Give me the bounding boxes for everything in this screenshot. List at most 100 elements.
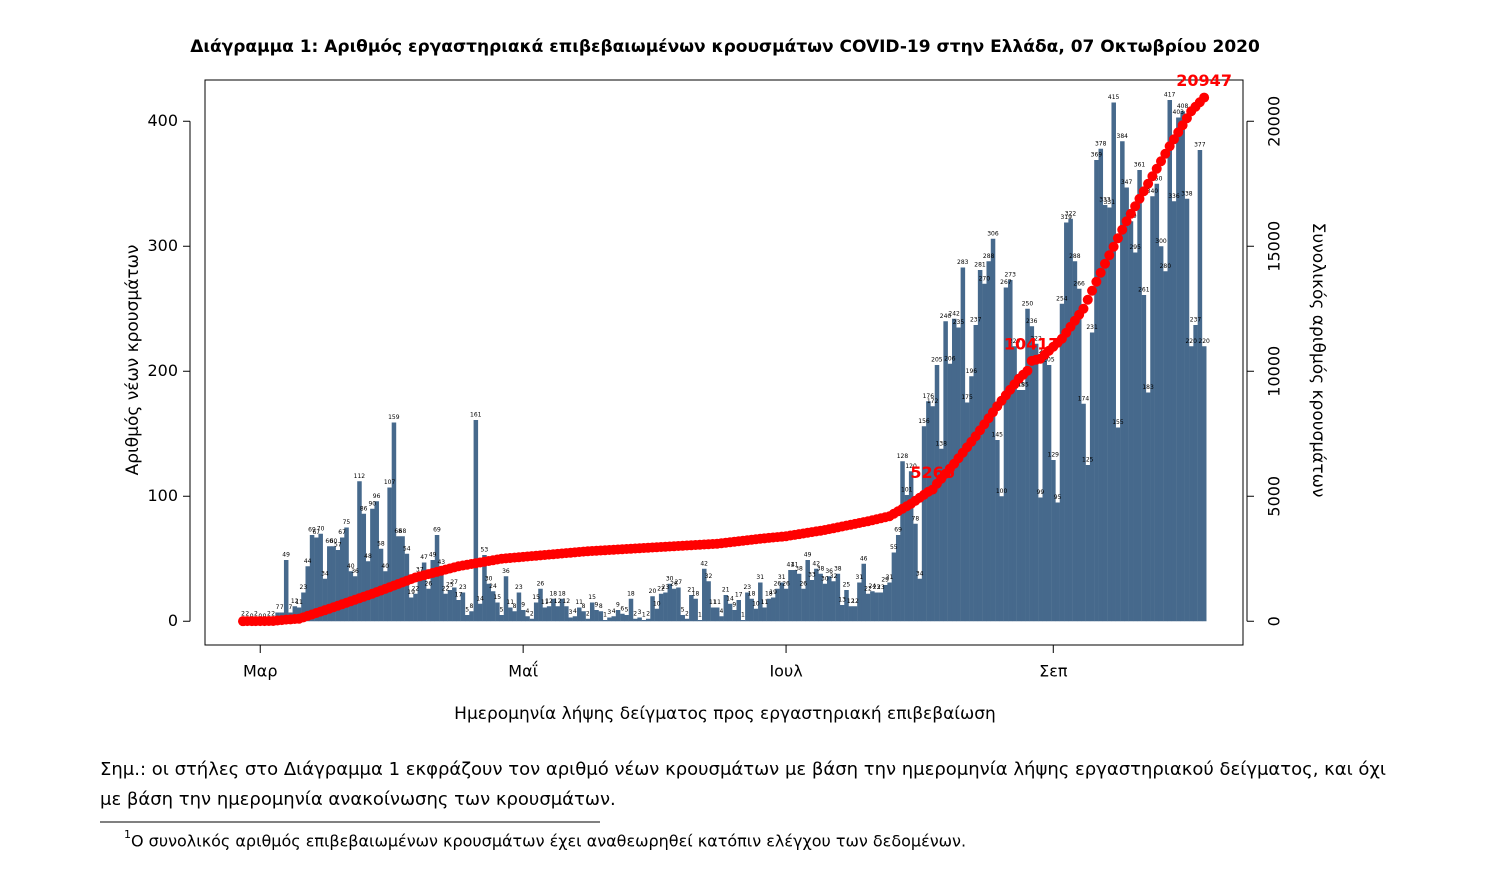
bar	[430, 560, 435, 622]
bar	[542, 607, 548, 622]
bar-value-label: 20	[649, 588, 657, 595]
bar-value-label: 2	[646, 610, 650, 617]
bar-value-label: 129	[1048, 452, 1060, 459]
bar	[529, 618, 535, 622]
bar	[921, 426, 927, 622]
bar-value-label: 24	[868, 583, 876, 590]
cumulative-point	[1022, 365, 1033, 376]
bar	[753, 608, 759, 622]
bar	[939, 448, 944, 622]
bar	[602, 620, 608, 622]
y-axis-title: Αριθμός νέων κρουσμάτων	[123, 245, 143, 476]
bar-value-label: 60	[330, 538, 338, 545]
cumulative-point	[1108, 241, 1119, 252]
bar-value-label: 347	[1121, 179, 1133, 186]
bar	[770, 597, 776, 622]
bar-value-label: 22	[864, 585, 872, 592]
bar-value-label: 37	[416, 567, 424, 574]
bar-value-label: 25	[843, 582, 851, 589]
bar-value-label: 288	[983, 253, 995, 260]
bar	[383, 571, 388, 622]
bar-value-label: 34	[321, 570, 329, 577]
bar	[1046, 365, 1052, 622]
bar	[624, 615, 629, 622]
bar-value-label: 38	[817, 565, 825, 572]
cumulative-point	[1143, 178, 1154, 189]
bar-value-label: 281	[974, 262, 986, 269]
bar-value-label: 9	[595, 602, 599, 609]
bar-value-label: 40	[347, 563, 355, 570]
cumulative-point	[1151, 163, 1162, 174]
bar-value-label: 378	[1095, 140, 1107, 147]
bar-value-label: 22	[442, 585, 450, 592]
bar	[995, 440, 1000, 622]
cumulative-point	[1104, 250, 1115, 261]
bar	[1133, 252, 1138, 622]
cumulative-point	[1095, 267, 1106, 278]
bar	[1033, 343, 1039, 622]
bar	[413, 593, 418, 622]
bar-value-label: 235	[953, 319, 965, 326]
bar	[865, 593, 871, 622]
bar-value-label: 2	[241, 610, 245, 617]
bar	[327, 546, 332, 622]
y-tick-label: 300	[147, 236, 178, 255]
bar	[740, 620, 746, 622]
cumulative-point	[1147, 171, 1158, 182]
bar-value-label: 254	[1056, 295, 1068, 302]
bar	[1184, 198, 1190, 622]
bar-value-label: 11	[541, 599, 549, 606]
bar	[559, 598, 565, 622]
bar	[727, 603, 733, 622]
bar-value-label: 19	[407, 589, 415, 596]
bar-value-label: 11	[295, 599, 303, 606]
cumulative-point	[1130, 201, 1141, 212]
bar	[917, 578, 923, 622]
bar	[732, 610, 737, 622]
bar	[443, 593, 448, 622]
bar	[460, 592, 466, 622]
bar	[977, 270, 983, 622]
bar-value-label: 69	[894, 527, 902, 534]
bar-value-label: 12	[562, 598, 570, 605]
bar-value-label: 12	[851, 598, 859, 605]
bar	[883, 585, 888, 622]
bar	[538, 588, 543, 622]
bar	[335, 550, 341, 622]
bar-value-label: 41	[787, 562, 795, 569]
bar-value-label: 295	[1129, 244, 1141, 251]
bar	[758, 582, 763, 622]
bar-value-label: 38	[834, 565, 842, 572]
bar-value-label: 40	[381, 563, 389, 570]
bar-value-label: 120	[905, 463, 917, 470]
bar-value-label: 29	[881, 577, 889, 584]
bar-value-label: 33	[808, 572, 816, 579]
bar-value-label: 44	[304, 558, 312, 565]
y2-tick-label: 0	[1265, 616, 1284, 626]
bar-value-label: 220	[1009, 338, 1021, 345]
bar	[1055, 502, 1060, 622]
note-line: Σημ.: οι στήλες στο Διάγραμμα 1 εκφράζου…	[100, 759, 1386, 780]
bar-value-label: 2	[685, 610, 689, 617]
bar-value-label: 159	[388, 414, 400, 421]
bar-value-label: 12	[545, 598, 553, 605]
bar	[1111, 102, 1116, 622]
bar-value-label: 361	[1134, 162, 1146, 169]
bar-value-label: 41	[791, 562, 799, 569]
cumulative-label: 5266	[910, 463, 955, 482]
bar-value-label: 172	[927, 398, 939, 405]
bar-value-label: 5	[681, 607, 685, 614]
bar-value-label: 9	[616, 602, 620, 609]
bar-value-label: 9	[732, 602, 736, 609]
bar	[361, 513, 367, 622]
bar	[305, 566, 311, 622]
bar	[594, 610, 599, 622]
bar	[589, 602, 595, 622]
bar	[486, 583, 492, 622]
bar-value-label: 338	[1181, 190, 1193, 197]
bar-value-label: 183	[1142, 384, 1154, 391]
bar-value-label: 34	[916, 570, 924, 577]
bar-value-label: 240	[940, 313, 952, 320]
